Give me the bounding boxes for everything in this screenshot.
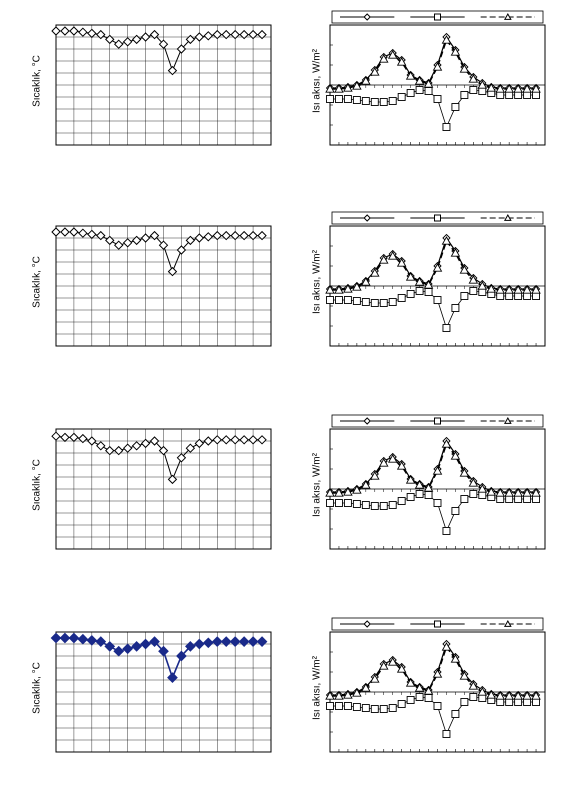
ylabel-right-2: Isı akısı, W/m² xyxy=(311,250,322,314)
right-chart-2: Isı akısı, W/m² xyxy=(300,204,550,359)
right-chart-svg-3 xyxy=(300,407,550,562)
left-chart-4: Sıcaklık, °C xyxy=(26,610,276,765)
ylabel-right-1: Isı akısı, W/m² xyxy=(311,49,322,113)
ylabel-right-3: Isı akısı, W/m² xyxy=(311,453,322,517)
right-chart-svg-2 xyxy=(300,204,550,359)
left-chart-3: Sıcaklık, °C xyxy=(26,407,276,562)
right-chart-svg-1 xyxy=(300,3,550,158)
chart-row-1: Sıcaklık, °C Isı akısı, W/m² xyxy=(0,3,567,163)
right-chart-1: Isı akısı, W/m² xyxy=(300,3,550,158)
right-chart-3: Isı akısı, W/m² xyxy=(300,407,550,562)
ylabel-left-2: Sıcaklık, °C xyxy=(31,256,42,308)
right-chart-4: Isı akısı, W/m² xyxy=(300,610,550,765)
chart-row-3: Sıcaklık, °C Isı akısı, W/m² xyxy=(0,407,567,567)
ylabel-left-1: Sıcaklık, °C xyxy=(31,55,42,107)
right-chart-svg-4 xyxy=(300,610,550,765)
chart-row-4: Sıcaklık, °C Isı akısı, W/m² xyxy=(0,610,567,770)
left-chart-2: Sıcaklık, °C xyxy=(26,204,276,359)
left-chart-svg-3 xyxy=(26,407,276,562)
left-chart-svg-1 xyxy=(26,3,276,158)
left-chart-svg-2 xyxy=(26,204,276,359)
left-chart-1: Sıcaklık, °C xyxy=(26,3,276,158)
ylabel-left-4: Sıcaklık, °C xyxy=(31,662,42,714)
chart-row-2: Sıcaklık, °C Isı akısı, W/m² xyxy=(0,204,567,364)
ylabel-left-3: Sıcaklık, °C xyxy=(31,459,42,511)
left-chart-svg-4 xyxy=(26,610,276,765)
ylabel-right-4: Isı akısı, W/m² xyxy=(311,656,322,720)
